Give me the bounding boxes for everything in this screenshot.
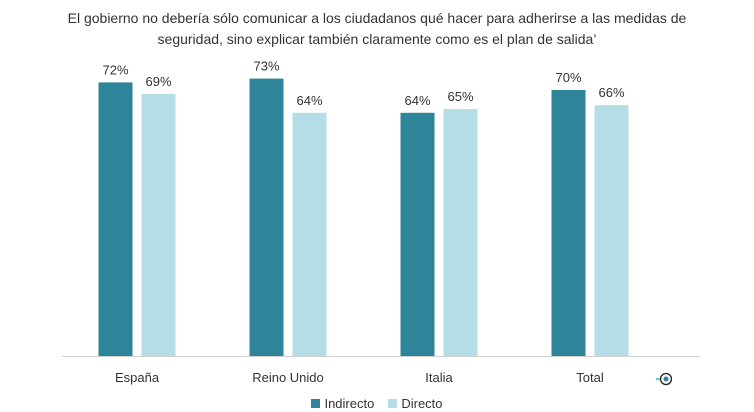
bar-indirecto-1: [249, 78, 284, 356]
legend-swatch: [388, 399, 398, 408]
legend-label: Directo: [401, 396, 443, 411]
bar-directo-0: [141, 93, 176, 357]
data-label: 72%: [102, 62, 128, 77]
bar-indirecto-0: [98, 82, 133, 357]
legend: Indirecto Directo: [0, 396, 754, 411]
bar-directo-2: [443, 109, 478, 356]
data-label: 66%: [598, 85, 624, 100]
legend-label: Indirecto: [324, 396, 375, 411]
chart-title: El gobierno no debería sólo comunicar a …: [67, 10, 687, 47]
bar-indirecto-3: [551, 90, 586, 356]
legend-item-indirecto: Indirecto: [311, 396, 374, 411]
x-tick-label: Italia: [425, 370, 453, 385]
bar-directo-1: [292, 112, 327, 356]
data-label: 70%: [555, 70, 581, 85]
data-label: 73%: [253, 59, 279, 74]
data-label: 65%: [447, 89, 473, 104]
legend-swatch: [311, 399, 321, 408]
x-tick-label: España: [115, 370, 160, 385]
x-tick-label: Total: [576, 370, 604, 385]
data-label: 69%: [145, 74, 171, 89]
logo-eye-icon: [656, 372, 672, 386]
x-tick-label: Reino Unido: [252, 370, 324, 385]
data-label: 64%: [296, 93, 322, 108]
bar-directo-3: [594, 105, 629, 356]
legend-item-directo: Directo: [388, 396, 443, 411]
bar-indirecto-2: [400, 112, 435, 356]
data-label: 64%: [404, 93, 430, 108]
